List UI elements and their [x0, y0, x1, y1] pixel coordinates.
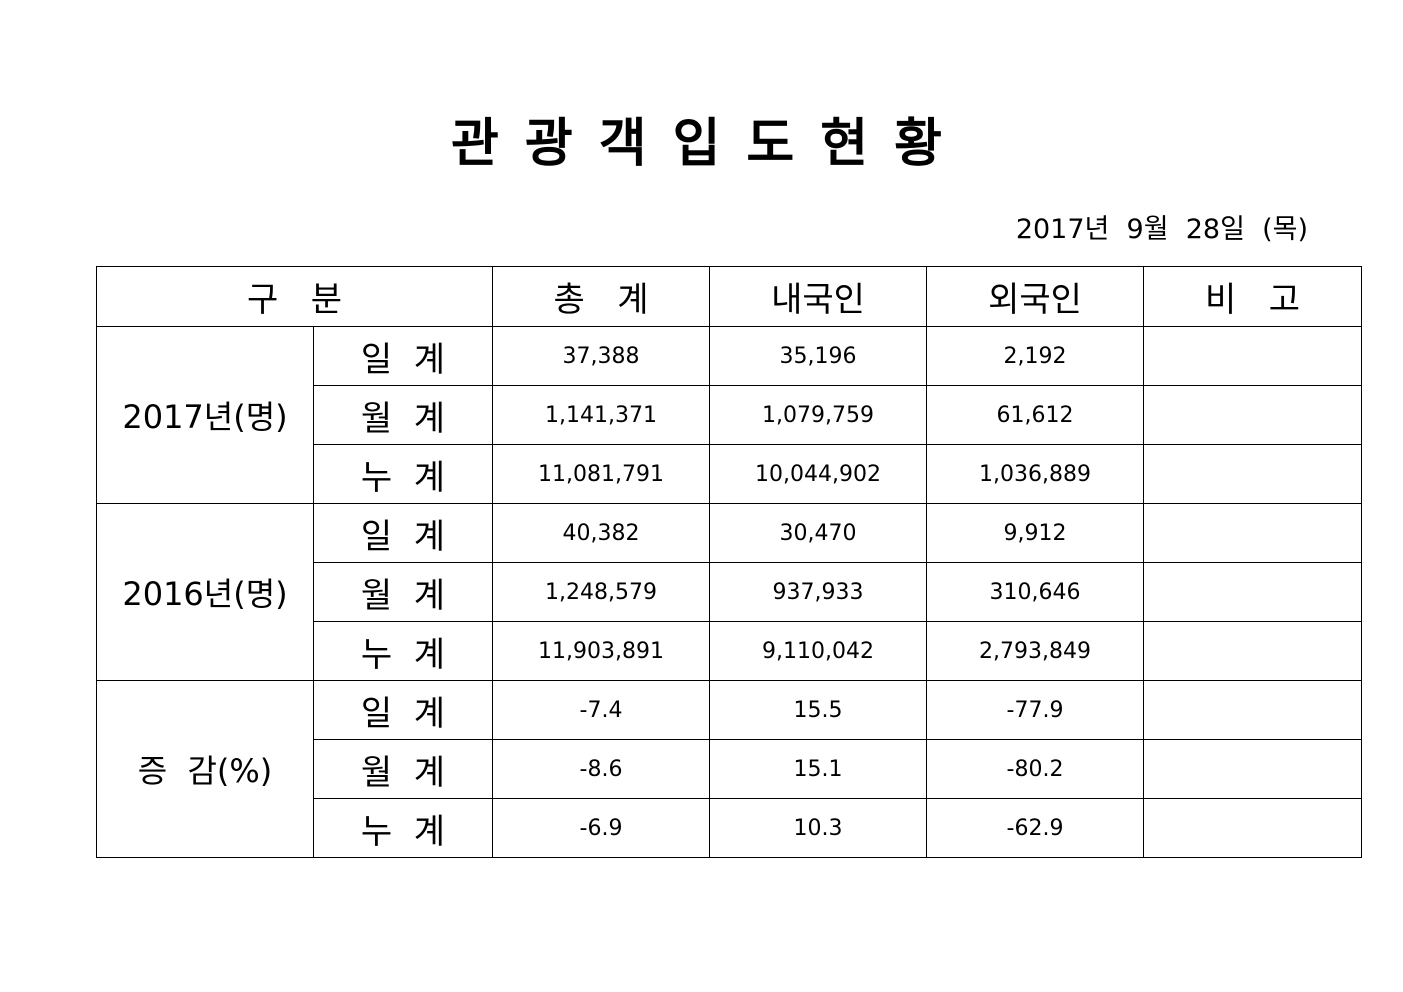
- cell-total: 1,248,579: [492, 562, 711, 622]
- cell-remarks: [1143, 385, 1363, 445]
- header-row: 구 분 총 계 내국인 외국인 비 고: [95, 266, 1363, 327]
- cell-total: -8.6: [492, 739, 711, 799]
- cell-foreign: 61,612: [926, 385, 1145, 445]
- table-row: 누 계 -6.9 10.3 -62.9: [97, 798, 1363, 858]
- cell-total: -7.4: [492, 680, 711, 740]
- header-total: 총 계: [492, 266, 711, 327]
- table-row: 누 계 11,903,891 9,110,042 2,793,849: [97, 621, 1363, 681]
- cell-foreign: -80.2: [926, 739, 1145, 799]
- cell-domestic: 9,110,042: [709, 621, 928, 681]
- report-date: 2017년 9월 28일 (목): [1015, 214, 1308, 245]
- cell-domestic: 937,933: [709, 562, 928, 622]
- row-label-cumulative: 누 계: [312, 621, 494, 681]
- tourist-arrivals-table: 구 분 총 계 내국인 외국인 비 고 2017년(명) 일 계 37,388 …: [95, 266, 1363, 858]
- cell-remarks: [1143, 680, 1363, 740]
- cell-foreign: 9,912: [926, 503, 1145, 563]
- cell-total: 37,388: [492, 326, 711, 386]
- table-row: 2017년(명) 일 계 37,388 35,196 2,192: [96, 326, 1363, 504]
- cell-remarks: [1143, 562, 1363, 622]
- cell-foreign: 1,036,889: [926, 444, 1145, 504]
- row-label-monthly: 월 계: [312, 739, 494, 799]
- row-label-monthly: 월 계: [312, 562, 494, 622]
- cell-domestic: 10.3: [709, 798, 928, 858]
- cell-total: 11,081,791: [492, 444, 711, 504]
- row-label-daily: 일 계: [312, 326, 494, 386]
- cell-remarks: [1143, 503, 1363, 563]
- cell-domestic: 15.5: [709, 680, 928, 740]
- table-row: 월 계 -8.6 15.1 -80.2: [97, 739, 1363, 799]
- cell-domestic: 1,079,759: [709, 385, 928, 445]
- cell-remarks: [1143, 798, 1363, 858]
- row-label-cumulative: 누 계: [312, 798, 494, 858]
- cell-total: -6.9: [492, 798, 711, 858]
- group-label-change: 증 감(%): [96, 680, 314, 858]
- row-label-daily: 일 계: [312, 680, 494, 740]
- cell-total: 1,141,371: [492, 385, 711, 445]
- cell-remarks: [1143, 621, 1363, 681]
- cell-foreign: -62.9: [926, 798, 1145, 858]
- row-label-daily: 일 계: [312, 503, 494, 563]
- cell-domestic: 30,470: [709, 503, 928, 563]
- cell-domestic: 35,196: [709, 326, 928, 386]
- group-label-2017: 2017년(명): [96, 326, 314, 504]
- cell-total: 11,903,891: [492, 621, 711, 681]
- row-label-monthly: 월 계: [312, 385, 494, 445]
- table-row: 증 감(%) 일 계 -7.4 15.5 -77.9: [96, 680, 1363, 858]
- cell-foreign: 2,793,849: [926, 621, 1145, 681]
- cell-foreign: 2,192: [926, 326, 1145, 386]
- cell-remarks: [1143, 326, 1363, 386]
- cell-remarks: [1143, 739, 1363, 799]
- cell-domestic: 10,044,902: [709, 444, 928, 504]
- header-domestic: 내국인: [709, 266, 928, 327]
- table-row: 2016년(명) 일 계 40,382 30,470 9,912: [96, 503, 1363, 681]
- cell-remarks: [1143, 444, 1363, 504]
- cell-domestic: 15.1: [709, 739, 928, 799]
- document-title: 관광객입도현황: [451, 114, 968, 174]
- cell-total: 40,382: [492, 503, 711, 563]
- header-remarks: 비 고: [1143, 266, 1363, 327]
- group-label-2016: 2016년(명): [96, 503, 314, 681]
- table-row: 월 계 1,248,579 937,933 310,646: [97, 562, 1363, 622]
- cell-foreign: -77.9: [926, 680, 1145, 740]
- header-category: 구 분: [95, 266, 494, 327]
- row-label-cumulative: 누 계: [312, 444, 494, 504]
- table-row: 누 계 11,081,791 10,044,902 1,036,889: [97, 444, 1363, 504]
- header-foreign: 외국인: [926, 266, 1145, 327]
- cell-foreign: 310,646: [926, 562, 1145, 622]
